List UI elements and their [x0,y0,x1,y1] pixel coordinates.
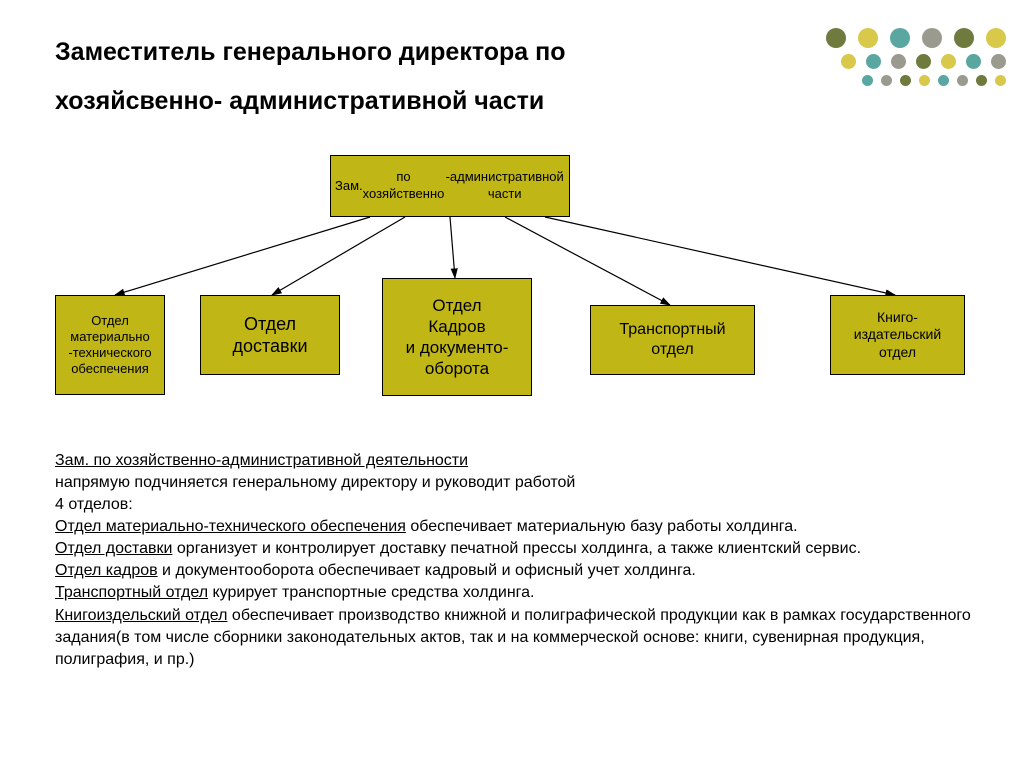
decor-dot [995,75,1006,86]
org-arrow [545,217,895,295]
desc-head-2: Отдел материально-технического обеспечен… [55,518,406,535]
decor-dot [862,75,873,86]
decor-dot [938,75,949,86]
desc-head-6: Книгоиздельский отдел [55,607,227,624]
org-arrow [450,217,455,278]
decor-dot [891,54,906,69]
org-root-node: Зам.по хозяйственно-административной час… [330,155,570,217]
org-arrow [115,217,370,295]
decor-dot [900,75,911,86]
decor-dot [881,75,892,86]
decor-dot [941,54,956,69]
decor-dot [957,75,968,86]
desc-head-4: Отдел кадров [55,562,158,579]
decor-dot [826,28,846,48]
decor-dot [991,54,1006,69]
desc-head-5: Транспортный отдел [55,584,208,601]
desc-line-1: напрямую подчиняется генеральному директ… [55,474,575,491]
org-child-node: Книго-издательскийотдел [830,295,965,375]
decor-dot [966,54,981,69]
description-text: Зам. по хозяйственно-административной де… [55,450,975,671]
decor-dot [919,75,930,86]
decor-dot [890,28,910,48]
org-child-node: ОтделКадрови документо-оборота [382,278,532,396]
title-line-2: хозяйсвенно- административной части [55,87,544,115]
decor-dot [841,54,856,69]
desc-head-3: Отдел доставки [55,540,172,557]
slide-title: Заместитель генерального директора по хо… [55,28,566,126]
decor-dot [858,28,878,48]
title-line-1: Заместитель генерального директора по [55,38,566,66]
org-child-node: Отделматериально-техническогообеспечения [55,295,165,395]
org-child-node: Отделдоставки [200,295,340,375]
desc-line-5: курирует транспортные средства холдинга. [208,584,534,601]
decor-dot [866,54,881,69]
desc-line-4: и документооборота обеспечивает кадровый… [158,562,696,579]
desc-line-2: обеспечивает материальную базу работы хо… [406,518,798,535]
org-child-node: Транспортныйотдел [590,305,755,375]
decor-dot [916,54,931,69]
decor-dot [986,28,1006,48]
desc-head-1: Зам. по хозяйственно-административной де… [55,452,468,469]
decor-dot [922,28,942,48]
desc-line-3: организует и контролирует доставку печат… [172,540,861,557]
decor-dot [976,75,987,86]
decor-dot [954,28,974,48]
decorative-dots [806,28,1006,138]
desc-line-1b: 4 отделов: [55,496,133,513]
